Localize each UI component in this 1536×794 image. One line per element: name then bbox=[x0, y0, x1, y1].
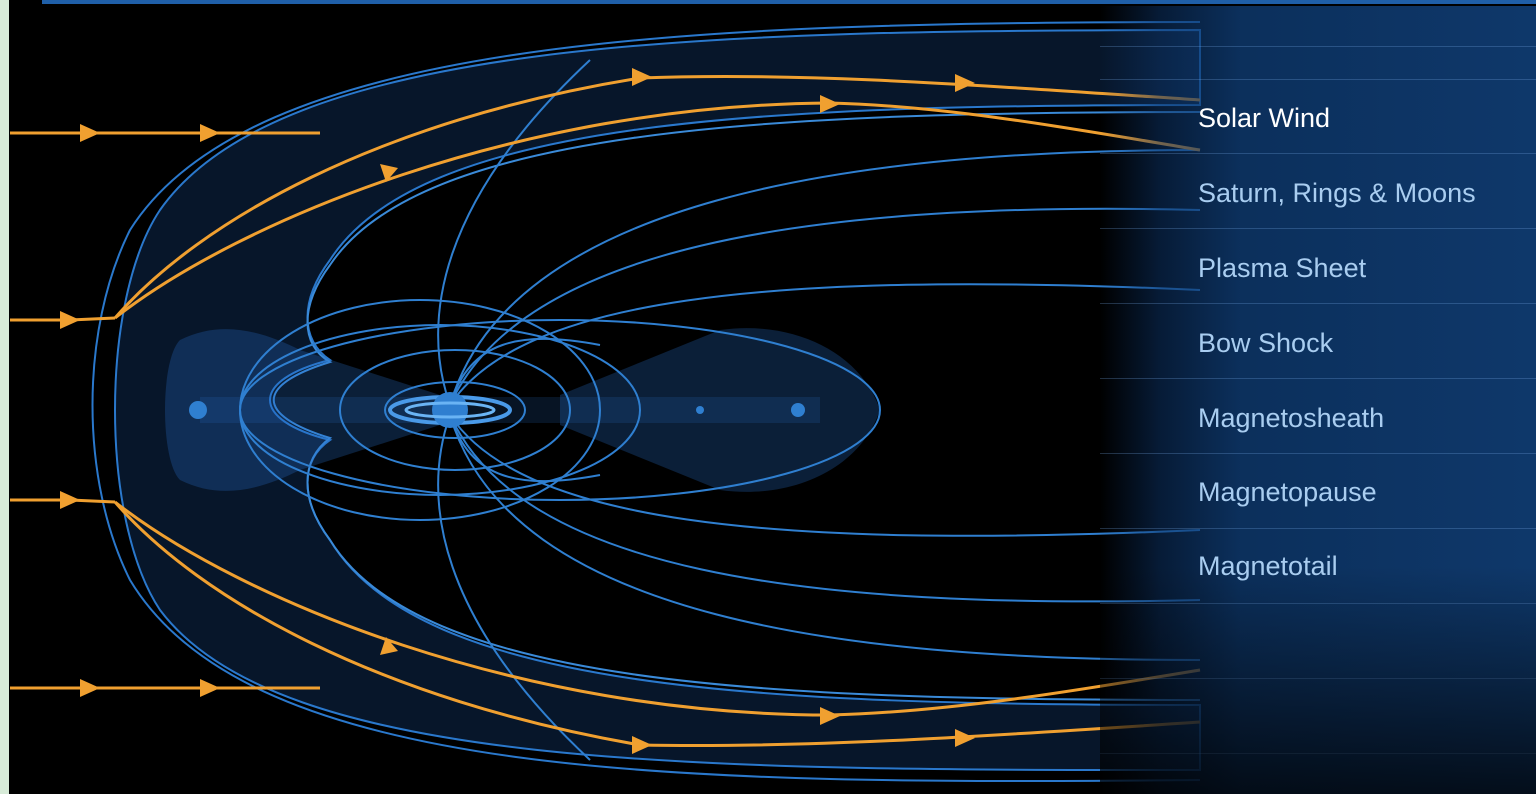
plasma-sheet bbox=[165, 328, 880, 492]
menu-divider bbox=[1100, 46, 1536, 47]
arrow-marker bbox=[820, 707, 840, 725]
page-edge-strip bbox=[0, 0, 9, 794]
menu-item-plasma-sheet[interactable]: Plasma Sheet bbox=[1198, 253, 1367, 283]
menu-divider bbox=[1100, 378, 1536, 379]
menu-divider bbox=[1100, 453, 1536, 454]
moons bbox=[189, 401, 805, 419]
menu-divider bbox=[1100, 79, 1536, 80]
arrow-marker bbox=[60, 311, 80, 329]
dipole-field-lines bbox=[239, 299, 881, 521]
menu-item-magnetopause[interactable]: Magnetopause bbox=[1198, 477, 1377, 507]
menu-divider bbox=[1100, 303, 1536, 304]
arrow-marker bbox=[200, 124, 220, 142]
arrow-marker bbox=[380, 164, 398, 182]
menu-divider bbox=[1100, 228, 1536, 229]
layer-menu-panel bbox=[1100, 6, 1536, 794]
top-border-line bbox=[42, 0, 1536, 4]
tail-field-lines bbox=[437, 59, 1201, 761]
menu-divider bbox=[1100, 603, 1536, 604]
bow-shock-region bbox=[114, 28, 1201, 772]
arrow-marker bbox=[820, 95, 840, 113]
magnetopause-line bbox=[272, 111, 1201, 701]
arrow-marker bbox=[632, 736, 652, 754]
arrow-marker bbox=[380, 637, 398, 655]
arrow-marker bbox=[955, 729, 975, 747]
outer-boundary-line bbox=[91, 21, 1201, 783]
menu-item-saturn-rings-moons[interactable]: Saturn, Rings & Moons bbox=[1198, 178, 1476, 208]
menu-item-magnetotail[interactable]: Magnetotail bbox=[1198, 551, 1338, 581]
menu-divider bbox=[1100, 153, 1536, 154]
moon-outer-left bbox=[189, 401, 207, 419]
menu-item-solar-wind[interactable]: Solar Wind bbox=[1198, 103, 1331, 133]
menu-divider bbox=[1100, 753, 1536, 754]
menu-divider bbox=[1100, 528, 1536, 529]
arrow-marker bbox=[955, 74, 975, 92]
solar-wind-lines bbox=[10, 74, 1201, 748]
arrow-marker bbox=[200, 679, 220, 697]
menu-item-magnetosheath[interactable]: Magnetosheath bbox=[1198, 403, 1385, 433]
menu-item-bow-shock[interactable]: Bow Shock bbox=[1198, 328, 1334, 358]
solar-wind-arrows bbox=[60, 68, 975, 754]
saturn bbox=[388, 392, 512, 428]
moon-outer-right bbox=[791, 403, 805, 417]
menu-divider bbox=[1100, 678, 1536, 679]
moon-inner-right bbox=[696, 406, 704, 414]
arrow-marker bbox=[60, 491, 80, 509]
arrow-marker bbox=[80, 679, 100, 697]
arrow-marker bbox=[80, 124, 100, 142]
arrow-marker bbox=[632, 68, 652, 86]
